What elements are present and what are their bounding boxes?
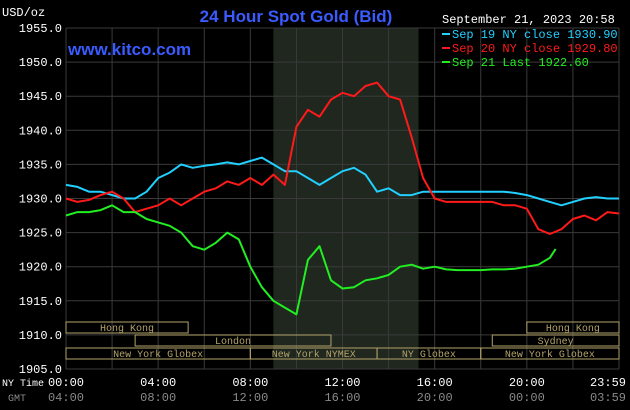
series-line-1	[65, 156, 619, 207]
y-axis-tick-labels: 1905.0 1910.0 1915.0 1920.0 1925.0 1930.0 1935…	[19, 22, 62, 377]
chart-title: 24 Hour Spot Gold (Bid)	[200, 7, 393, 26]
session-label: Hong Kong	[100, 324, 154, 335]
gmt-time-tick: 08:00	[140, 391, 176, 405]
date-label: September 21, 2023 20:58	[442, 13, 615, 27]
gmt-time-tick: 00:00	[509, 391, 545, 405]
unit-label: USD/oz	[2, 6, 45, 20]
session-label: New York Globex	[113, 349, 203, 361]
session-label: London	[215, 336, 251, 348]
series-line-2	[65, 81, 620, 235]
ny-time-tick: 12:00	[324, 376, 360, 390]
gmt-time-tick: 16:00	[324, 391, 360, 405]
time-axis: NY TimeGMT00:0004:0004:0008:0008:0012:00…	[2, 376, 626, 405]
ny-time-tick: 00:00	[48, 376, 84, 390]
y-tick-label: 1940.0	[19, 124, 62, 138]
y-tick-label: 1950.0	[19, 56, 62, 70]
ny-time-tick: 04:00	[140, 376, 176, 390]
session-label: NY Globex	[402, 349, 456, 361]
gmt-time-tick: 12:00	[232, 391, 268, 405]
y-tick-label: 1925.0	[19, 227, 62, 241]
session-label: New York NYMEX	[272, 349, 356, 361]
y-tick-label: 1935.0	[19, 158, 62, 172]
ny-time-tick: 20:00	[509, 376, 545, 390]
session-box	[491, 334, 620, 347]
gmt-label: GMT	[8, 394, 26, 405]
session-box	[526, 321, 620, 334]
gmt-time-tick: 03:59	[590, 391, 626, 405]
site-watermark[interactable]: www.kitco.com	[67, 40, 191, 59]
session-label: Sydney	[538, 336, 574, 348]
session-box	[480, 347, 620, 360]
session-box	[134, 334, 332, 347]
session-label: Hong Kong	[546, 324, 600, 335]
legend-entry: Sep 21 Last 1922.60	[452, 56, 589, 70]
ny-time-tick: 23:59	[590, 376, 626, 390]
gmt-time-tick: 20:00	[417, 391, 453, 405]
ny-time-tick: 16:00	[417, 376, 453, 390]
gmt-time-tick: 04:00	[48, 391, 84, 405]
series-line-3	[65, 204, 557, 316]
ny-time-label: NY Time	[2, 378, 44, 390]
y-tick-label: 1920.0	[19, 261, 62, 275]
y-tick-label: 1915.0	[19, 295, 62, 309]
y-tick-label: 1955.0	[19, 22, 62, 36]
legend-entry: Sep 20 NY close 1929.80	[452, 42, 618, 56]
session-box	[65, 321, 189, 334]
legend-entry: Sep 19 NY close 1930.90	[452, 28, 618, 42]
y-tick-label: 1945.0	[19, 90, 62, 104]
price-series	[65, 81, 620, 316]
y-tick-label: 1930.0	[19, 193, 62, 207]
y-tick-label: 1905.0	[19, 363, 62, 377]
ny-time-tick: 08:00	[232, 376, 268, 390]
session-label: New York Globex	[505, 349, 595, 361]
y-tick-label: 1910.0	[19, 329, 62, 343]
